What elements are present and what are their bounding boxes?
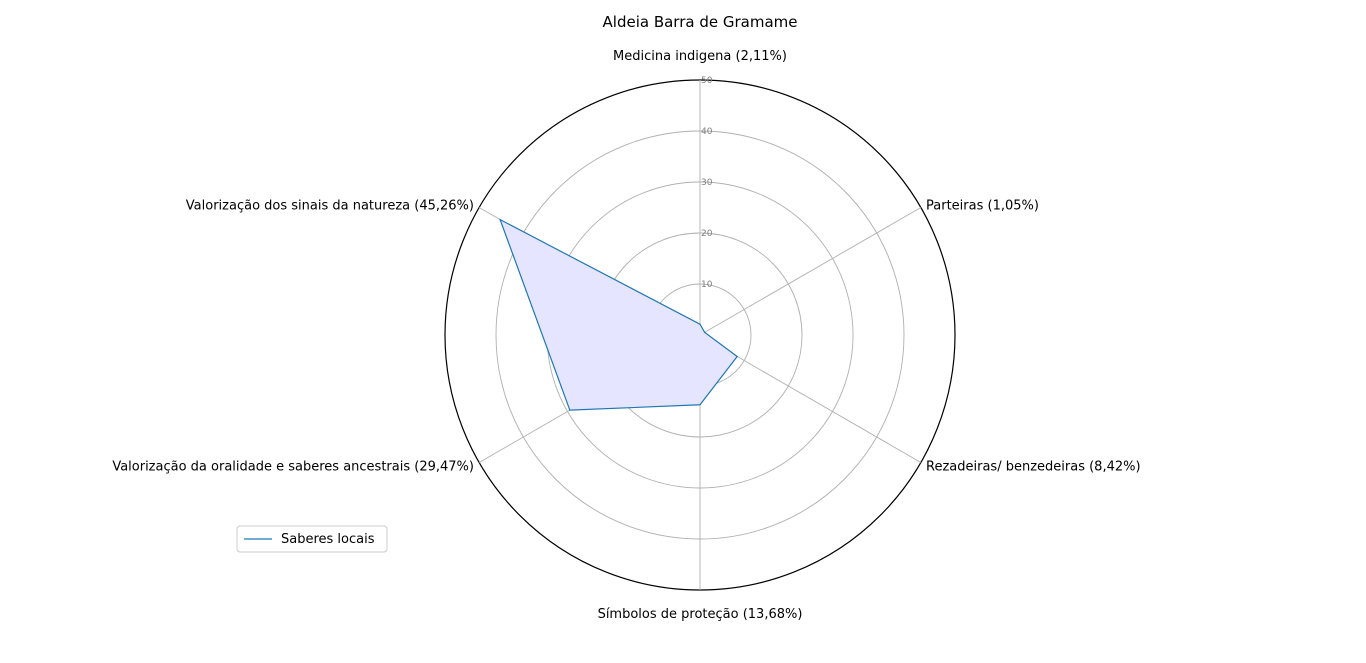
r-tick-label-40: 40 xyxy=(701,127,713,137)
r-tick-label-30: 30 xyxy=(701,178,713,188)
category-label-1: Parteiras (1,05%) xyxy=(926,199,1039,214)
data-point-5 xyxy=(499,218,501,221)
series-layer xyxy=(499,218,739,411)
category-label-4: Valorização da oralidade e saberes ances… xyxy=(112,460,474,475)
category-label-2: Rezadeiras/ benzedeiras (8,42%) xyxy=(926,460,1141,475)
legend: Saberes locais xyxy=(236,525,388,553)
category-label-5: Valorização dos sinais da natureza (45,2… xyxy=(186,199,474,214)
legend-box xyxy=(236,525,388,553)
spoke-1 xyxy=(699,207,922,336)
data-point-1 xyxy=(704,331,706,333)
series-fill xyxy=(500,219,738,411)
r-tick-label-50: 50 xyxy=(701,76,713,86)
data-point-2 xyxy=(736,355,738,358)
data-point-4 xyxy=(569,409,571,411)
data-point-3 xyxy=(699,404,701,406)
legend-label: Saberes locais xyxy=(281,532,375,547)
data-point-0 xyxy=(699,323,701,325)
chart-title: Aldeia Barra de Gramame xyxy=(603,13,798,31)
category-label-0: Medicina indigena (2,11%) xyxy=(613,49,787,64)
category-label-3: Símbolos de proteção (13,68%) xyxy=(598,607,803,622)
axis-labels: Medicina indigena (2,11%) Parteiras (1,05… xyxy=(112,49,1140,622)
r-tick-label-10: 10 xyxy=(701,280,713,290)
r-tick-label-20: 20 xyxy=(701,229,713,239)
